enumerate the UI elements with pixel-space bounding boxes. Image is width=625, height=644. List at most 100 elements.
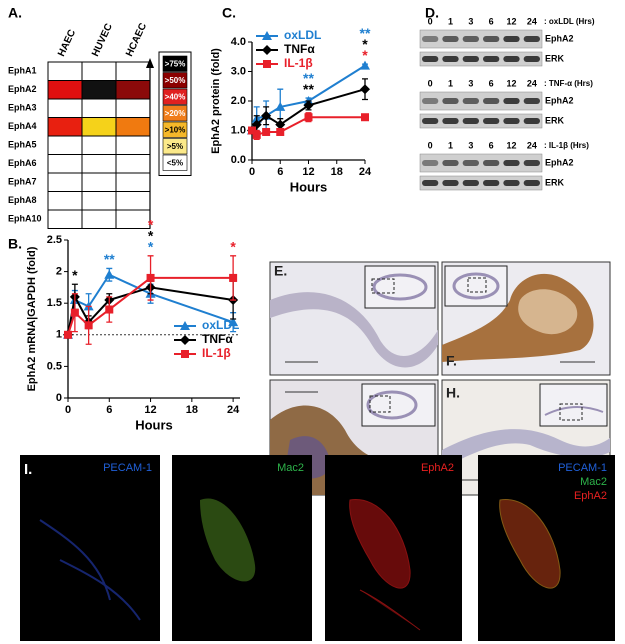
x-axis-label: Hours [135, 417, 173, 432]
y-tick-label: 0 [56, 392, 62, 404]
legend-swatch [162, 121, 188, 138]
blot-band [422, 118, 439, 124]
blot-band [442, 160, 459, 166]
stain-label: EphA2 [421, 462, 454, 474]
x-tick-label: 0 [65, 404, 71, 416]
time-label: 1 [448, 140, 453, 150]
inset-box [559, 403, 583, 421]
row-label: EphA8 [8, 195, 37, 205]
if-signal [200, 498, 256, 582]
y-axis-label: EphA2 protein (fold) [210, 48, 222, 154]
marker [248, 126, 256, 135]
legend-swatch [162, 55, 188, 72]
time-label: 24 [527, 140, 537, 150]
inset-vessel [372, 273, 428, 301]
x-tick-label: 0 [249, 166, 255, 178]
legend-marker [262, 45, 272, 55]
annotation: ** [360, 25, 371, 41]
y-tick-label: 2.5 [47, 234, 62, 246]
blot-band [462, 36, 479, 42]
x-tick-label: 24 [359, 166, 372, 178]
marker [251, 119, 262, 130]
y-tick-label: 3.0 [231, 65, 246, 77]
if-signal [499, 499, 561, 589]
legend-marker [180, 335, 190, 345]
legend-label: >50% [165, 76, 186, 85]
legend-swatch [162, 154, 188, 171]
blot-band [503, 56, 520, 62]
legend-label: >40% [165, 92, 186, 101]
blot-band [503, 36, 520, 42]
inset-vessel [544, 406, 604, 416]
row-label: EphA2 [8, 84, 37, 94]
time-label: 12 [506, 78, 516, 88]
panel-label: I. [24, 461, 32, 478]
x-axis-label: Hours [290, 179, 328, 194]
legend-label: oxLDL [202, 318, 239, 332]
time-label: 6 [489, 140, 494, 150]
heatmap-cell [81, 135, 117, 155]
blot-band [462, 98, 479, 104]
series-line [67, 286, 234, 335]
legend-label: TNFα [202, 332, 233, 346]
x-tick-label: 24 [227, 404, 240, 416]
legend-swatch [162, 105, 188, 122]
stain-label: Mac2 [580, 476, 607, 488]
band-label: EphA2 [545, 33, 574, 43]
blot-band [503, 98, 520, 104]
histology: E. F. G. H. [269, 261, 611, 496]
legend-label: IL-1β [202, 346, 231, 360]
blot-band [523, 118, 540, 124]
heatmap-cell [47, 135, 83, 155]
arrow-head [146, 58, 154, 68]
band-label: EphA2 [545, 157, 574, 167]
blot-band [462, 118, 479, 124]
legend-marker [181, 350, 189, 358]
marker [229, 273, 238, 282]
time-label: 3 [468, 16, 473, 26]
marker [275, 101, 286, 111]
heatmap-cell [115, 172, 151, 192]
blot-strip [419, 153, 543, 173]
panel-label: A. [8, 5, 22, 21]
legend-label: >5% [167, 142, 183, 151]
panel-label: H. [446, 385, 460, 401]
heatmap-cell [81, 61, 117, 81]
stain-label: Mac2 [277, 462, 304, 474]
row-label: EphA7 [8, 177, 37, 187]
marker [105, 305, 114, 314]
marker [361, 113, 369, 122]
blot-band [503, 160, 520, 166]
stain-label: PECAM-1 [103, 462, 152, 474]
annotation: ** [303, 70, 314, 86]
heatmap-cell [47, 117, 83, 137]
marker [146, 273, 155, 282]
inset-box [467, 277, 487, 293]
time-label: 24 [527, 16, 537, 26]
annotation: * [362, 36, 368, 52]
y-tick-label: 2.0 [231, 95, 246, 107]
panel-label: C. [222, 5, 236, 21]
immunofluorescence: I. [20, 455, 615, 641]
marker [262, 127, 271, 136]
time-label: 1 [448, 78, 453, 88]
y-tick-label: 1 [56, 329, 62, 341]
heatmap-cell [115, 98, 151, 118]
blot-strip [419, 175, 543, 191]
time-label: 3 [468, 140, 473, 150]
blot-band [483, 56, 500, 62]
inset-box [369, 395, 391, 413]
blot-band [442, 36, 459, 42]
heatmap-cell [115, 154, 151, 174]
marker [303, 100, 314, 111]
blot-band [422, 180, 439, 186]
time-label: 0 [428, 140, 433, 150]
column-label: HUVEC [90, 22, 115, 58]
marker [360, 84, 370, 95]
annotation: * [148, 239, 154, 255]
x-tick-label: 12 [302, 166, 314, 178]
inset [539, 383, 608, 427]
blot-band [442, 56, 459, 62]
heatmap-cell [81, 154, 117, 174]
legend-marker [262, 31, 272, 40]
